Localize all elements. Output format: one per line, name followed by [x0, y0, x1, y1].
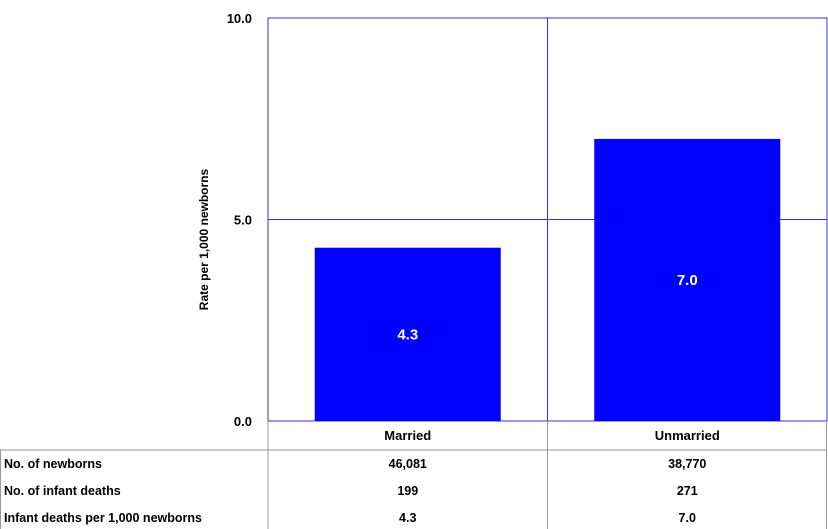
table-row-label: Infant deaths per 1,000 newborns	[4, 511, 202, 525]
bar-married	[314, 247, 501, 421]
bar-value-label: 4.3	[397, 326, 418, 343]
category-label: Unmarried	[655, 428, 720, 443]
y-tick-label: 10.0	[227, 11, 252, 26]
y-axis-ticks: 0.0 5.0 10.0	[227, 11, 252, 429]
table-row-label: No. of infant deaths	[4, 484, 121, 498]
category-label: Married	[384, 428, 431, 443]
bars: 4.3 7.0	[314, 138, 781, 421]
y-tick-label: 0.0	[234, 414, 252, 429]
table-cell: 199	[397, 484, 418, 498]
table-cell: 271	[677, 484, 698, 498]
bar-value-label: 7.0	[677, 272, 698, 289]
y-tick-label: 5.0	[234, 213, 252, 228]
table-cell: 7.0	[679, 511, 696, 525]
table-cell: 38,770	[668, 457, 706, 471]
table-row-label: No. of newborns	[4, 457, 102, 471]
table-cell: 4.3	[399, 511, 416, 525]
table-cell: 46,081	[389, 457, 427, 471]
y-axis-label: Rate per 1,000 newborns	[197, 168, 211, 310]
data-table: Married Unmarried No. of newborns 46,081 38,…	[0, 421, 827, 529]
bar-unmarried	[594, 138, 781, 421]
